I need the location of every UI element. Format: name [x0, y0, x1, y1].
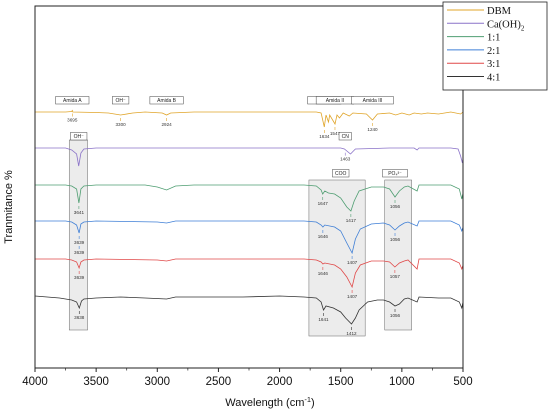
- peak-label: 1407: [347, 294, 358, 299]
- band-label: Amida A: [63, 98, 82, 104]
- band-label: CN: [342, 134, 350, 140]
- peak-label: 1240: [367, 127, 378, 132]
- peak-label: 3641: [74, 210, 85, 215]
- x-tick-label: 1500: [328, 376, 354, 388]
- x-tick-label: 1000: [389, 376, 415, 388]
- band-label-box: [112, 96, 130, 105]
- peak-label: 1407: [347, 260, 358, 265]
- x-axis-title: Wavelength (cm-1): [225, 395, 314, 409]
- legend-label: Ca(OH)2: [487, 19, 525, 32]
- series-line-3: [35, 184, 464, 212]
- peak-label: 1057: [390, 274, 401, 279]
- y-axis-title: Tranmitance %: [3, 170, 15, 244]
- series-line-5: [35, 258, 464, 289]
- legend-box: [442, 1, 548, 91]
- series-line-6: [34, 295, 464, 325]
- legend-label: 2:1: [487, 46, 500, 57]
- band-label: Amida III: [363, 98, 383, 104]
- x-tick-label: 500: [453, 376, 472, 388]
- peak-label: 1056: [390, 237, 401, 242]
- band-label-box: [351, 96, 394, 105]
- peak-label: 3638: [74, 315, 85, 320]
- peak-label: 3639: [74, 250, 85, 255]
- x-tick-label: 2500: [206, 376, 232, 388]
- peak-label: 1463: [340, 157, 351, 162]
- legend-label: 4:1: [487, 73, 500, 84]
- band-label: COO: [335, 171, 347, 177]
- band-label-box: [70, 132, 88, 141]
- band-label-box: [382, 169, 408, 178]
- shaded-region-3: [384, 179, 412, 331]
- x-tick-label: 4000: [22, 376, 48, 388]
- peak-label: 3300: [115, 122, 126, 127]
- band-label: Amida II: [326, 98, 344, 104]
- peak-label: 1056: [390, 313, 401, 318]
- x-tick-label: 3000: [144, 376, 170, 388]
- band-label: Amida B: [157, 98, 177, 104]
- peak-label: 1634: [319, 134, 330, 139]
- peak-label: 1647: [318, 201, 329, 206]
- peak-label: 1646: [318, 234, 329, 239]
- band-label-box: [55, 96, 90, 105]
- peak-label: 1417: [346, 218, 357, 223]
- band-label: OH⁻: [116, 98, 127, 104]
- band-label-box: [149, 96, 184, 105]
- x-tick-label: 2000: [267, 376, 293, 388]
- band-label: PO₄³⁻: [388, 171, 402, 177]
- peak-label: 1412: [346, 331, 357, 336]
- series-line-2: [35, 147, 464, 167]
- peak-label: 1056: [390, 204, 401, 209]
- shaded-region-1: [68, 139, 88, 331]
- legend-label: DBM: [487, 6, 512, 17]
- band-label-box: [332, 169, 350, 178]
- peak-label: 3639: [74, 275, 85, 280]
- legend-label: 1:1: [487, 33, 500, 44]
- legend: DBM Ca(OH)21:1 2:1 3:1 4:1: [442, 1, 548, 91]
- peak-label: 1646: [318, 271, 329, 276]
- peak-label: 1547: [330, 131, 341, 136]
- x-tick-label: 3500: [83, 376, 109, 388]
- series-line-4: [35, 220, 464, 255]
- peak-label: 2924: [161, 122, 172, 127]
- peak-label: 3695: [67, 118, 78, 123]
- band-label: OH⁻: [74, 134, 85, 140]
- peak-label: 3639: [74, 240, 85, 245]
- peak-label: 1641: [318, 317, 329, 322]
- legend-label: 3:1: [487, 59, 500, 70]
- series-line-1: [35, 109, 464, 128]
- band-label-box: [338, 132, 352, 141]
